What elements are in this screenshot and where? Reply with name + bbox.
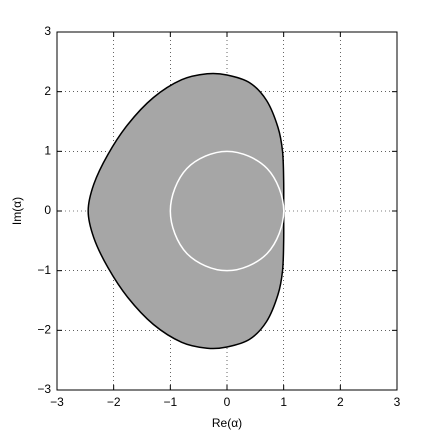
- x-tick-label: 3: [394, 395, 401, 409]
- y-tick-label: −3: [37, 382, 51, 396]
- y-tick-label: 2: [44, 84, 51, 98]
- y-tick-label: 3: [44, 24, 51, 38]
- x-axis-label: Re(α): [212, 416, 242, 430]
- x-tick-label: 0: [224, 395, 231, 409]
- y-tick-label: −1: [37, 263, 51, 277]
- y-axis-label: Im(α): [10, 197, 24, 225]
- region: [87, 72, 285, 350]
- x-tick-label: −1: [163, 395, 177, 409]
- x-tick-label: −3: [50, 395, 64, 409]
- y-tick-label: −2: [37, 323, 51, 337]
- unit-circle: [169, 150, 285, 272]
- y-tick-label: 1: [44, 144, 51, 158]
- x-tick-label: 2: [337, 395, 344, 409]
- x-tick-label: 1: [280, 395, 287, 409]
- plot-frame: [56, 31, 398, 391]
- y-tick-label: 0: [44, 203, 51, 217]
- x-tick-label: −2: [107, 395, 121, 409]
